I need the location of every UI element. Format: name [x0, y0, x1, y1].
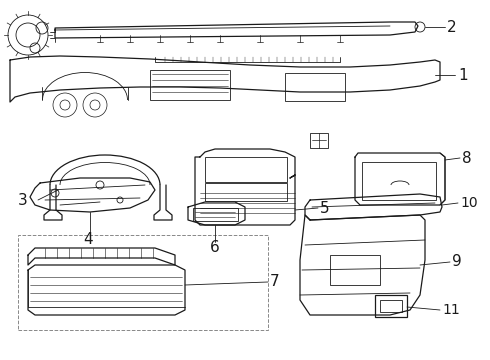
Text: 4: 4	[83, 233, 93, 248]
Bar	[205, 157, 287, 182]
Text: 3: 3	[18, 193, 28, 207]
Text: 1: 1	[458, 68, 467, 82]
Text: 9: 9	[452, 255, 462, 270]
Bar	[375, 295, 407, 317]
Bar	[362, 162, 436, 200]
Bar	[285, 73, 345, 101]
Text: 2: 2	[447, 19, 457, 35]
Text: 5: 5	[320, 201, 330, 216]
Bar	[18, 235, 268, 330]
Text: 8: 8	[462, 150, 471, 166]
Bar	[380, 300, 402, 312]
Text: 11: 11	[442, 303, 460, 317]
Bar	[205, 183, 287, 201]
Bar	[150, 70, 230, 100]
Bar	[310, 133, 328, 148]
Text: 6: 6	[210, 240, 220, 256]
Text: 7: 7	[270, 275, 280, 289]
Bar	[330, 255, 380, 285]
Text: 10: 10	[460, 196, 478, 210]
Bar	[193, 208, 238, 221]
